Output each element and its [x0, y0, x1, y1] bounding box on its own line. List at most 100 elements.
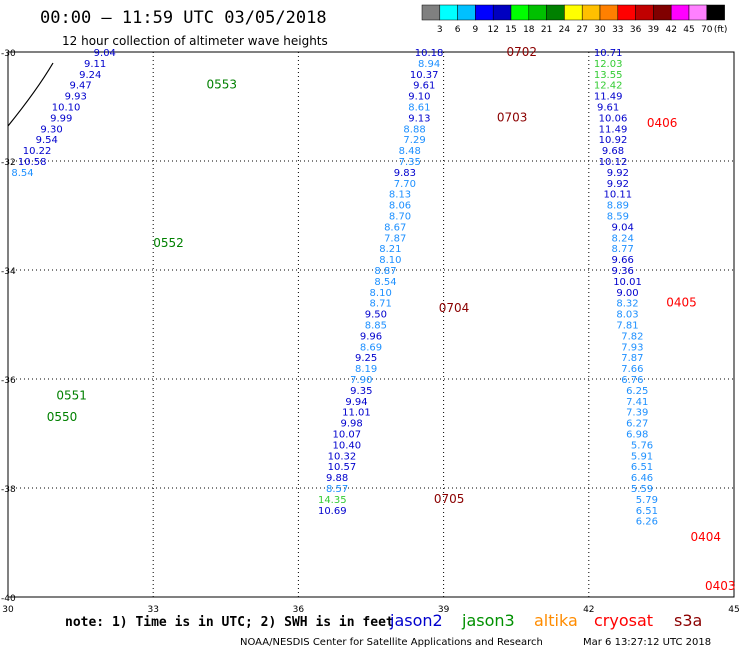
plot-area: 30 33 36 39 42 45 -30 -32 -34 -36 -38 -40 10.188.94…	[1, 45, 740, 615]
colorbar-swatch	[421, 4, 441, 21]
colorbar-label: 27	[576, 25, 587, 35]
colorbar-swatch	[617, 4, 636, 21]
wave-height-value: 5.91	[631, 451, 653, 462]
track-time-label: 0403	[705, 579, 736, 593]
colorbar-label: 24	[559, 25, 571, 35]
chart-subtitle: 12 hour collection of altimeter wave hei…	[62, 34, 328, 48]
wave-height-value: 9.98	[341, 419, 363, 430]
x-tick-label: 36	[293, 605, 305, 615]
wave-height-value: 6.51	[636, 506, 658, 517]
colorbar-label: 45	[683, 25, 694, 35]
colorbar-label: 39	[648, 25, 660, 35]
colorbar-swatch	[439, 4, 458, 21]
wave-height-value: 8.94	[418, 59, 440, 70]
y-tick-label: -30	[1, 49, 16, 59]
wave-height-value: 8.69	[360, 342, 382, 353]
wave-height-value: 9.36	[612, 266, 634, 277]
wave-height-value: 7.90	[350, 375, 372, 386]
wave-height-value: 8.32	[616, 299, 638, 310]
wave-height-value: 10.40	[332, 440, 361, 451]
wave-height-value: 9.93	[65, 92, 87, 103]
colorbar-label: 70	[701, 25, 713, 35]
wave-height-value: 8.88	[403, 124, 425, 135]
wave-height-value: 9.61	[413, 81, 435, 92]
wave-height-value: 9.11	[84, 59, 106, 70]
wave-height-value: 10.57	[328, 462, 357, 473]
wave-height-value: 10.12	[599, 157, 628, 168]
colorbar-swatch	[670, 4, 690, 21]
y-tick-label: -34	[1, 267, 16, 277]
wave-height-value: 7.87	[621, 353, 643, 364]
wave-height-value: 7.70	[394, 179, 416, 190]
wave-height-value: 10.22	[23, 146, 52, 157]
wave-height-value: 8.24	[612, 233, 634, 244]
wave-height-value: 7.82	[621, 331, 643, 342]
wave-height-value: 10.11	[604, 190, 633, 201]
track-time-label: 0551	[56, 388, 87, 402]
wave-height-value: 9.92	[607, 168, 629, 179]
track-time-label: 0404	[690, 530, 721, 544]
wave-height-value: 8.06	[389, 201, 411, 212]
colorbar-swatch	[706, 4, 725, 21]
wave-height-value: 9.68	[602, 146, 624, 157]
footer-note: note: 1) Time is in UTC; 2) SWH is in fe…	[65, 615, 394, 630]
wave-height-value: 11.49	[599, 124, 628, 135]
wave-height-value: 8.13	[389, 190, 411, 201]
colorbar-swatch	[635, 4, 654, 21]
wave-height-value: 9.96	[360, 331, 382, 342]
colorbar-label: 18	[523, 25, 535, 35]
wave-height-value: 10.07	[332, 430, 361, 441]
wave-height-value: 12.03	[594, 59, 623, 70]
wave-height-value: 10.18	[415, 48, 444, 59]
wave-height-value: 10.92	[599, 135, 628, 146]
track-time-label: 0553	[206, 78, 237, 92]
colorbar-label: 6	[455, 25, 461, 35]
colorbar-swatch	[564, 4, 583, 21]
colorbar-label: 15	[505, 25, 516, 35]
x-tick-label: 30	[2, 605, 14, 615]
track-time-label: 0406	[647, 116, 678, 130]
wave-height-value: 11.01	[342, 408, 371, 419]
wave-height-value: 8.61	[408, 103, 430, 114]
legend-entry-altika: altika	[534, 611, 578, 630]
track-time-label: 0704	[439, 301, 470, 315]
wave-height-value: 8.77	[612, 244, 634, 255]
y-tick-label: -38	[1, 485, 16, 495]
wave-height-value: 10.01	[613, 277, 642, 288]
wave-height-value: 9.94	[345, 397, 367, 408]
colorbar-swatch	[688, 4, 708, 21]
colorbar-label: 12	[487, 25, 498, 35]
colorbar-swatch	[510, 4, 530, 21]
wave-height-value: 8.57	[326, 484, 348, 495]
wave-height-value: 5.79	[636, 495, 658, 506]
wave-height-value: 10.06	[599, 113, 628, 124]
wave-height-value: 7.66	[621, 364, 643, 375]
wave-height-value: 8.10	[370, 288, 392, 299]
wave-height-value: 12.42	[594, 81, 623, 92]
y-tick-label: -32	[1, 158, 16, 168]
wave-height-value: 9.25	[355, 353, 377, 364]
wave-height-value: 9.47	[69, 81, 91, 92]
colorbar-swatch	[653, 4, 672, 21]
wave-height-value: 9.00	[616, 288, 638, 299]
wave-height-value: 9.30	[40, 124, 62, 135]
chart-title: 00:00 – 11:59 UTC 03/05/2018	[40, 8, 327, 28]
wave-height-value: 6.46	[631, 473, 653, 484]
wave-height-value: 8.54	[11, 168, 33, 179]
x-tick-label: 45	[728, 605, 739, 615]
colorbar-label: 3	[437, 25, 443, 35]
wave-height-value: 8.03	[616, 310, 638, 321]
track-time-label: 0703	[497, 110, 528, 124]
colorbar-swatch	[492, 4, 512, 21]
wave-height-value: 8.48	[399, 146, 421, 157]
wave-height-value: 8.21	[379, 244, 401, 255]
wave-height-value: 7.93	[621, 342, 643, 353]
wave-height-marks: 10.188.9410.379.619.108.619.138.887.298.…	[11, 45, 735, 593]
plot-frame	[7, 51, 735, 598]
wave-height-value: 8.10	[379, 255, 401, 266]
footer-timestamp: Mar 6 13:27:12 UTC 2018	[583, 637, 711, 648]
wave-height-value: 9.13	[408, 113, 430, 124]
wave-height-value: 7.41	[626, 397, 648, 408]
wave-height-value: 10.58	[18, 157, 47, 168]
